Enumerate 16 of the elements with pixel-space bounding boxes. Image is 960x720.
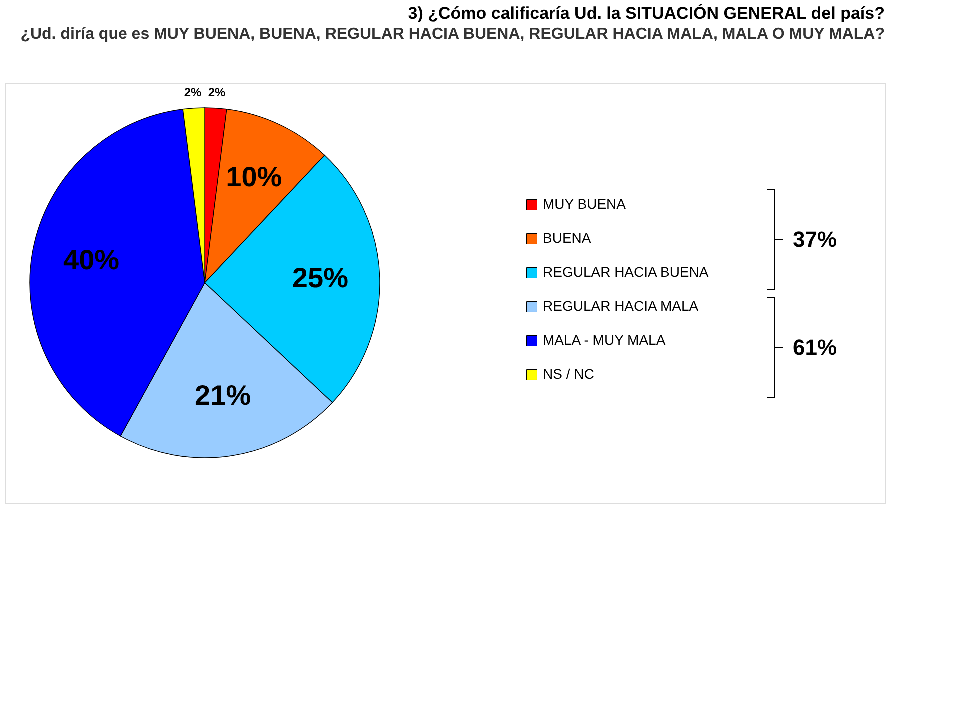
legend-label: BUENA (543, 230, 592, 246)
legend-label: REGULAR HACIA BUENA (543, 264, 710, 280)
data-label: 40% (64, 244, 120, 276)
data-label: 10% (226, 161, 282, 192)
text: 61% (793, 335, 838, 360)
legend-label: MUY BUENA (543, 196, 627, 212)
legend-label: NS / NC (543, 366, 594, 382)
legend-label: REGULAR HACIA MALA (543, 298, 700, 314)
data-label: 2% (184, 85, 202, 100)
data-label: 25% (292, 262, 349, 294)
data-label: 21% (195, 380, 252, 412)
text: 37% (793, 227, 838, 252)
chart-subtitle: ¿Ud. diría que es MUY BUENA, BUENA, REGULAR HACIA BUENA, REGULAR HACIA MALA, MALA O MUY MALA? (20, 26, 885, 43)
chart-title: 3) ¿Cómo calificaría Ud. la SITUACIÓN GENERAL del país? (408, 3, 885, 23)
legend-label: MALA - MUY MALA (543, 332, 666, 348)
data-label: 2% (208, 85, 226, 100)
